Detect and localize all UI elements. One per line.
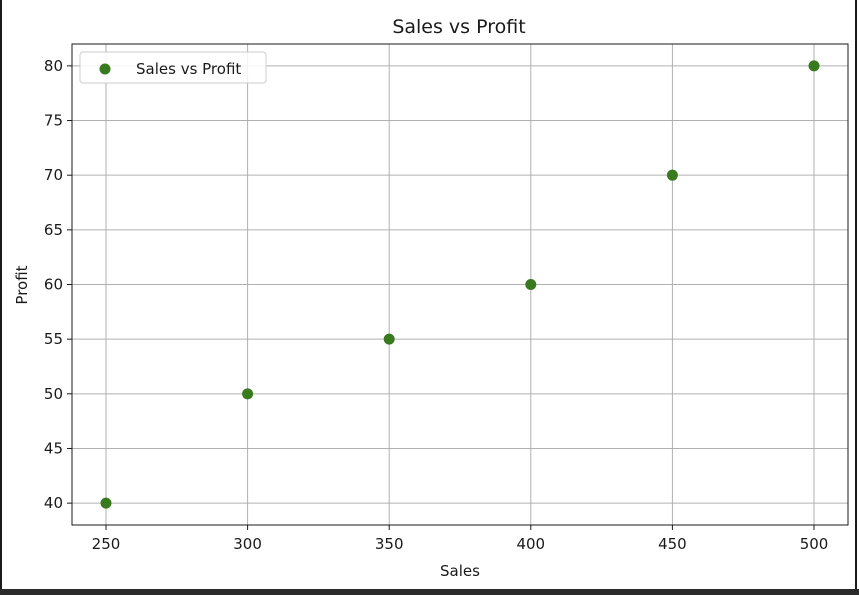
data-point: [525, 279, 537, 290]
legend: Sales vs Profit: [79, 51, 267, 84]
y-tick-label: 80: [44, 57, 63, 75]
grid: [72, 44, 848, 525]
data-point: [100, 497, 112, 509]
legend-marker: [99, 63, 111, 75]
x-tick-label: 350: [375, 535, 404, 553]
y-tick-label: 45: [44, 439, 63, 457]
x-tick-label: 300: [233, 535, 262, 553]
chart-title: Sales vs Profit: [392, 16, 525, 38]
y-tick-label: 55: [44, 330, 63, 348]
y-tick-label: 40: [44, 494, 63, 512]
x-tick-label: 400: [516, 535, 545, 553]
x-tick-label: 250: [92, 535, 121, 553]
data-point: [808, 60, 820, 72]
data-points: [100, 60, 820, 509]
y-tick-label: 65: [44, 221, 63, 239]
x-axis-label: Sales: [440, 562, 480, 580]
y-tick-label: 75: [44, 112, 63, 130]
bottom-bar: [0, 589, 859, 595]
data-point: [242, 388, 254, 400]
plot-area: [71, 43, 849, 526]
x-tick-label: 450: [658, 535, 687, 553]
y-tick-label: 50: [44, 385, 63, 403]
y-axis-label: Profit: [13, 265, 31, 304]
data-point: [383, 333, 395, 345]
legend-label: Sales vs Profit: [136, 60, 241, 78]
legend-box: [79, 51, 267, 84]
x-tick-label: 500: [800, 535, 829, 553]
y-tick-label: 70: [44, 166, 63, 184]
y-tick-label: 60: [44, 276, 63, 294]
data-point: [666, 169, 678, 181]
axis-ticks: 250 300 350 400 450 500 40 45 50 55 60 65 70 75 80: [44, 57, 828, 553]
